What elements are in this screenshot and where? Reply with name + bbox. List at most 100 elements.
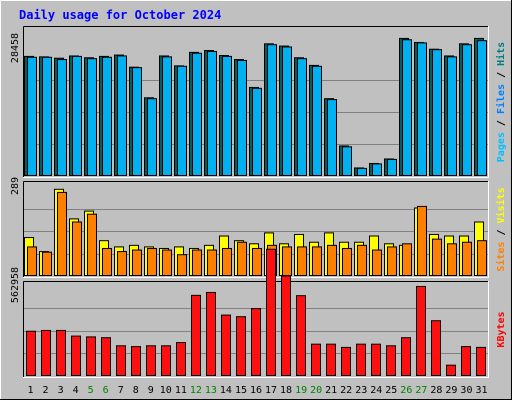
hits-files-pages-files-bar-day-22 — [342, 146, 352, 176]
chart-title: Daily usage for October 2024 — [19, 8, 221, 22]
x-tick-label-day-13: 13 — [205, 385, 217, 396]
visits-sites-sites-bar-day-31 — [477, 240, 487, 276]
kbytes-kbytes-bar-day-27 — [416, 285, 426, 376]
hits-files-pages-files-bar-day-4 — [72, 55, 82, 176]
hits-files-pages-files-bar-day-1 — [27, 56, 37, 177]
hits-files-pages-files-bar-day-12 — [192, 52, 202, 176]
legend-files: Files — [495, 84, 507, 114]
hits-files-pages-files-bar-day-6 — [102, 56, 112, 177]
x-tick-label-day-23: 23 — [355, 385, 367, 396]
visits-sites-sites-bar-day-12 — [192, 249, 202, 277]
hits-files-pages-files-bar-day-27 — [417, 42, 427, 176]
x-tick-label-day-4: 4 — [73, 385, 79, 396]
kbytes-kbytes-bar-day-5 — [86, 336, 96, 377]
kbytes-kbytes-bar-day-29 — [446, 364, 456, 376]
x-tick-label-day-11: 11 — [175, 385, 187, 396]
x-tick-label-day-12: 12 — [190, 385, 202, 396]
legend-separator: / — [496, 66, 507, 84]
hits-files-pages-files-bar-day-21 — [327, 99, 337, 176]
kbytes-kbytes-bar-day-3 — [56, 329, 66, 377]
kbytes-kbytes-bar-day-1 — [26, 330, 36, 376]
visits-sites-sites-bar-day-6 — [102, 247, 112, 277]
legend-visits: Visits — [495, 187, 507, 223]
hits-files-pages-max-label: 28458 — [10, 33, 21, 63]
visits-sites-sites-bar-day-22 — [342, 247, 352, 277]
x-tick-label-day-24: 24 — [370, 385, 382, 396]
kbytes-kbytes-bar-day-31 — [476, 346, 486, 376]
x-tick-label-day-1: 1 — [28, 385, 34, 396]
x-tick-label-day-26: 26 — [400, 385, 412, 396]
kbytes-kbytes-bar-day-6 — [101, 337, 111, 377]
hits-files-pages-files-bar-day-30 — [462, 44, 472, 177]
x-tick-label-day-16: 16 — [250, 385, 262, 396]
kbytes-kbytes-bar-day-26 — [401, 337, 411, 377]
visits-sites-sites-bar-day-16 — [252, 247, 262, 277]
kbytes-kbytes-bar-day-28 — [431, 320, 441, 377]
kbytes-legend: KBytes — [496, 311, 507, 347]
x-tick-label-day-25: 25 — [385, 385, 397, 396]
x-tick-label-day-20: 20 — [310, 385, 322, 396]
visits-sites-sites-bar-day-1 — [27, 246, 37, 276]
x-tick-label-day-5: 5 — [88, 385, 94, 396]
kbytes-kbytes-bar-day-4 — [71, 335, 81, 377]
x-tick-label-day-30: 30 — [460, 385, 472, 396]
kbytes-kbytes-bar-day-13 — [206, 291, 216, 377]
x-tick-label-day-3: 3 — [58, 385, 64, 396]
legend-kbytes: KBytes — [496, 311, 507, 347]
visits-sites-sites-bar-day-26 — [402, 243, 412, 277]
kbytes-kbytes-bar-day-18 — [281, 275, 291, 376]
x-tick-label-day-21: 21 — [325, 385, 337, 396]
x-tick-label-day-6: 6 — [103, 385, 109, 396]
hits-files-pages-files-bar-day-23 — [357, 167, 367, 176]
visits-sites-panel: 289 Sites / Visits — [10, 177, 507, 278]
kbytes-kbytes-bar-day-10 — [161, 345, 171, 377]
visits-sites-sites-bar-day-13 — [207, 249, 217, 277]
x-axis-day-labels: 1 2 3 4 5 6 7 8 9 10 11 12 13 14 15 16 17 18 19 20 21 22 23 24 2… — [28, 385, 488, 396]
kbytes-kbytes-bar-day-14 — [221, 314, 231, 377]
hits-files-pages-panel: 28458 Pages / Files / Hits — [10, 26, 507, 178]
legend-sites: Sites — [495, 242, 507, 272]
hits-files-pages-files-bar-day-18 — [282, 46, 292, 177]
hits-files-pages-files-bar-day-10 — [162, 56, 172, 176]
x-tick-label-day-28: 28 — [430, 385, 442, 396]
hits-files-pages-files-bar-day-8 — [132, 67, 142, 176]
hits-files-pages-files-bar-day-31 — [477, 40, 487, 176]
legend-separator: / — [496, 223, 507, 241]
visits-sites-sites-bar-day-10 — [162, 249, 172, 277]
kbytes-kbytes-bar-day-30 — [461, 346, 471, 376]
visits-sites-sites-bar-day-25 — [387, 246, 397, 276]
kbytes-kbytes-bar-day-2 — [41, 329, 51, 377]
x-tick-label-day-7: 7 — [118, 385, 124, 396]
visits-sites-sites-bar-day-9 — [147, 247, 157, 277]
visits-sites-sites-bar-day-23 — [357, 244, 367, 276]
visits-sites-sites-bar-day-5 — [87, 213, 97, 276]
x-tick-label-day-22: 22 — [340, 385, 352, 396]
hits-files-pages-files-bar-day-11 — [177, 65, 187, 176]
visits-sites-sites-bar-day-29 — [447, 243, 457, 277]
kbytes-kbytes-bar-day-16 — [251, 308, 261, 376]
hits-files-pages-files-bar-day-28 — [432, 49, 442, 176]
hits-files-pages-files-bar-day-7 — [117, 55, 127, 177]
visits-sites-sites-bar-day-3 — [57, 191, 67, 277]
x-tick-label-day-2: 2 — [43, 385, 49, 396]
legend-hits: Hits — [495, 42, 507, 66]
hits-files-pages-files-bar-day-3 — [57, 59, 67, 176]
visits-sites-sites-bar-day-15 — [237, 241, 247, 276]
x-tick-label-day-18: 18 — [280, 385, 292, 396]
hits-files-pages-legend: Pages / Files / Hits — [495, 42, 507, 162]
kbytes-kbytes-bar-day-12 — [191, 294, 201, 377]
hits-files-pages-files-bar-day-9 — [147, 98, 157, 176]
hits-files-pages-files-bar-day-14 — [222, 55, 232, 176]
kbytes-kbytes-bar-day-23 — [356, 343, 366, 377]
kbytes-kbytes-bar-day-17 — [266, 248, 276, 376]
visits-sites-sites-bar-day-28 — [432, 238, 442, 277]
x-tick-label-day-17: 17 — [265, 385, 277, 396]
hits-files-pages-files-bar-day-16 — [252, 87, 262, 176]
x-tick-label-day-15: 15 — [235, 385, 247, 396]
kbytes-kbytes-bar-day-19 — [296, 295, 306, 376]
hits-files-pages-files-bar-day-19 — [297, 58, 307, 176]
kbytes-kbytes-bar-day-21 — [326, 343, 336, 377]
x-tick-label-day-19: 19 — [295, 385, 307, 396]
visits-sites-sites-bar-day-8 — [132, 249, 142, 277]
kbytes-kbytes-bar-day-22 — [341, 346, 351, 376]
